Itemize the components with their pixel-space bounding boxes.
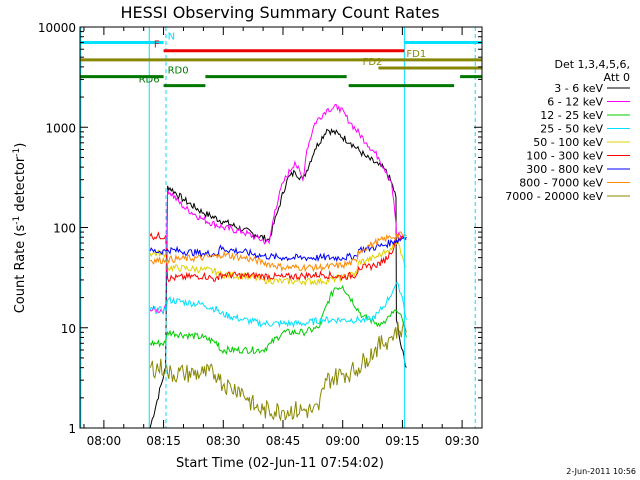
y-axis-label-sup: -1: [12, 148, 22, 157]
series-line-2: [149, 103, 407, 315]
legend-label: 3 - 6 keV: [554, 82, 603, 95]
y-tick-label: 10000: [38, 21, 76, 35]
series-line-3: [149, 284, 407, 355]
tick-layer: 08:00 08:15 08:30 08:45 09:00 09:15 09:30 1 10 10…: [38, 21, 483, 448]
legend-label: 12 - 25 keV: [540, 109, 603, 122]
vertical-line-layer: [80, 27, 476, 428]
footer-timestamp: 2-Jun-2011 10:56: [566, 467, 636, 476]
flag-label-rd6: RD6: [139, 75, 160, 86]
flag-label-fd2: FD2: [363, 57, 383, 68]
y-axis-label-part: Count Rate (s: [13, 225, 28, 314]
flag-bar-layer: NF FD1 FD2 RD0 RD6: [80, 32, 482, 88]
series-line-6: [149, 231, 407, 283]
legend-header: Det 1,3,4,5,6,: [554, 58, 630, 71]
chart-title: HESSI Observing Summary Count Rates: [120, 3, 439, 22]
series-line-9: [149, 321, 407, 422]
legend-label: 100 - 300 keV: [526, 150, 603, 163]
x-tick-label: 09:15: [385, 434, 420, 448]
flag-label-n: N: [168, 32, 175, 43]
y-tick-label: 1000: [45, 121, 76, 135]
series-line-8: [150, 230, 407, 273]
x-tick-label: 08:30: [206, 434, 241, 448]
flag-label-f: F: [154, 40, 160, 51]
series-line-4: [149, 281, 407, 329]
y-tick-label: 1: [68, 422, 76, 436]
y-axis-label-sup: -1: [12, 216, 22, 225]
x-tick-label: 08:00: [87, 434, 122, 448]
flag-label-rd0: RD0: [168, 66, 189, 77]
y-axis-label-part: detector: [13, 156, 28, 216]
x-tick-label: 08:15: [146, 434, 181, 448]
plot-frame: [79, 26, 483, 429]
series-layer: [149, 103, 407, 429]
legend-label: 7000 - 20000 keV: [505, 190, 603, 203]
series-line-5: [149, 241, 407, 287]
x-tick-label: 09:00: [325, 434, 360, 448]
x-tick-label: 08:45: [266, 434, 301, 448]
legend-label: 800 - 7000 keV: [519, 177, 603, 190]
legend-label: 25 - 50 keV: [540, 123, 603, 136]
x-tick-label: 09:30: [445, 434, 480, 448]
legend-header: Att 0: [604, 71, 630, 84]
legend-label: 6 - 12 keV: [547, 96, 603, 109]
legend-label: 300 - 800 keV: [526, 163, 603, 176]
y-axis-label: Count Rate (s-1 detector-1): [12, 143, 28, 314]
y-axis-label-part: ): [13, 143, 28, 148]
x-axis-label: Start Time (02-Jun-11 07:54:02): [176, 456, 384, 471]
series-line-1: [149, 128, 407, 429]
y-tick-label: 100: [53, 222, 76, 236]
flag-label-fd1: FD1: [406, 49, 426, 60]
y-tick-label: 10: [61, 322, 76, 336]
legend-label: 50 - 100 keV: [533, 136, 603, 149]
